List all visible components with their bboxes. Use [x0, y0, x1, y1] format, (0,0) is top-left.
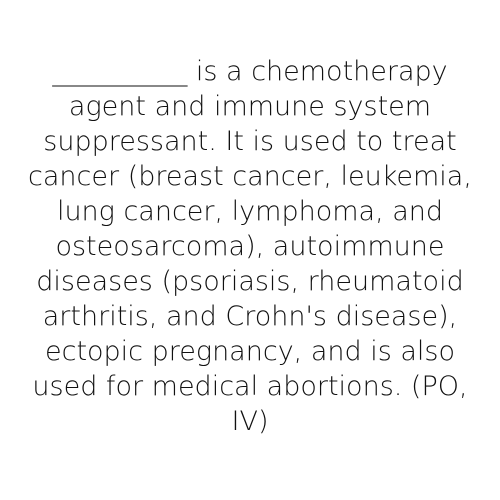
question-line: osteosarcoma), autoimmune — [55, 231, 445, 262]
question-line: arthritis, and Crohn's disease), — [42, 301, 458, 332]
question-line: ectopic pregnancy, and is also — [44, 336, 455, 367]
question-line: suppressant. It is used to treat — [43, 126, 457, 157]
question-line: IV) — [231, 406, 269, 437]
question-line: agent and immune system — [68, 91, 432, 122]
question-line: diseases (psoriasis, rheumatoid — [36, 266, 464, 297]
question-line: lung cancer, lymphoma, and — [56, 196, 444, 227]
question-line: __________ is a chemotherapy — [52, 56, 448, 87]
question-line: used for medical abortions. (PO, — [32, 371, 468, 402]
question-line: cancer (breast cancer, leukemia, — [28, 161, 472, 192]
question-text: __________ is a chemotherapy agent and i… — [0, 54, 500, 439]
